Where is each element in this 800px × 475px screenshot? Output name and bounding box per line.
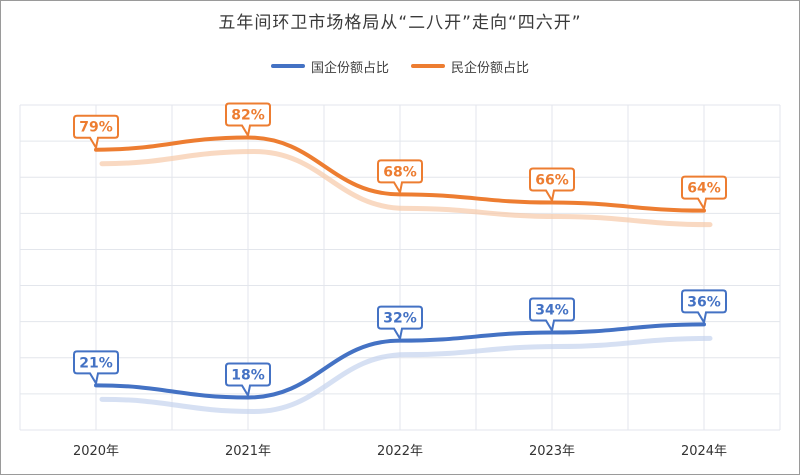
x-tick-label: 2022年 [377, 444, 423, 459]
data-label-callout: 34% [529, 297, 575, 334]
data-label: 21% [79, 355, 113, 371]
x-tick-label: 2021年 [225, 444, 271, 459]
data-label-box [73, 350, 119, 387]
series-shadow-line [99, 148, 713, 228]
data-label-box [529, 167, 575, 204]
data-label-box [225, 362, 271, 399]
data-label-box [225, 102, 271, 139]
legend-item-private[interactable]: 民企份额占比 [411, 57, 529, 76]
data-label-callout: 21% [73, 350, 119, 387]
data-label: 82% [231, 108, 265, 124]
x-tick-label: 2023年 [529, 444, 575, 459]
data-label-box [681, 175, 727, 212]
legend-swatch-private [411, 64, 445, 68]
series-line-soe [94, 322, 706, 400]
data-label: 18% [231, 368, 265, 384]
series-shadow-line [99, 335, 713, 415]
data-label-box [377, 305, 423, 342]
data-label-callout: 66% [529, 167, 575, 204]
data-label-callout: 36% [681, 289, 727, 326]
data-label: 34% [535, 303, 569, 319]
x-tick-label: 2020年 [73, 444, 119, 459]
data-label: 64% [687, 181, 721, 197]
data-label-box [73, 114, 119, 151]
data-label-callout: 64% [681, 175, 727, 212]
chart-legend: 国企份额占比 民企份额占比 [0, 56, 800, 76]
series-line-private [94, 135, 706, 213]
legend-label-private: 民企份额占比 [451, 60, 530, 76]
data-label-callout: 68% [377, 159, 423, 196]
legend-item-soe[interactable]: 国企份额占比 [270, 57, 389, 76]
data-label-box [377, 159, 423, 196]
legend-label-soe: 国企份额占比 [310, 60, 389, 76]
data-label: 79% [79, 120, 113, 136]
data-label-callout: 82% [225, 102, 271, 139]
data-label-box [681, 289, 727, 326]
data-label: 68% [383, 164, 417, 180]
data-label-callout: 79% [73, 114, 119, 151]
legend-swatch-soe [270, 64, 305, 68]
data-label-callout: 32% [377, 305, 423, 342]
data-label: 32% [383, 311, 417, 327]
data-label-callout: 18% [225, 362, 271, 399]
data-label: 36% [687, 294, 721, 310]
x-tick-label: 2024年 [681, 444, 727, 459]
chart-title: 五年间环卫市场格局从“二八开”走向“四六开” [218, 13, 582, 33]
data-label: 66% [535, 173, 569, 189]
data-label-box [529, 297, 575, 334]
